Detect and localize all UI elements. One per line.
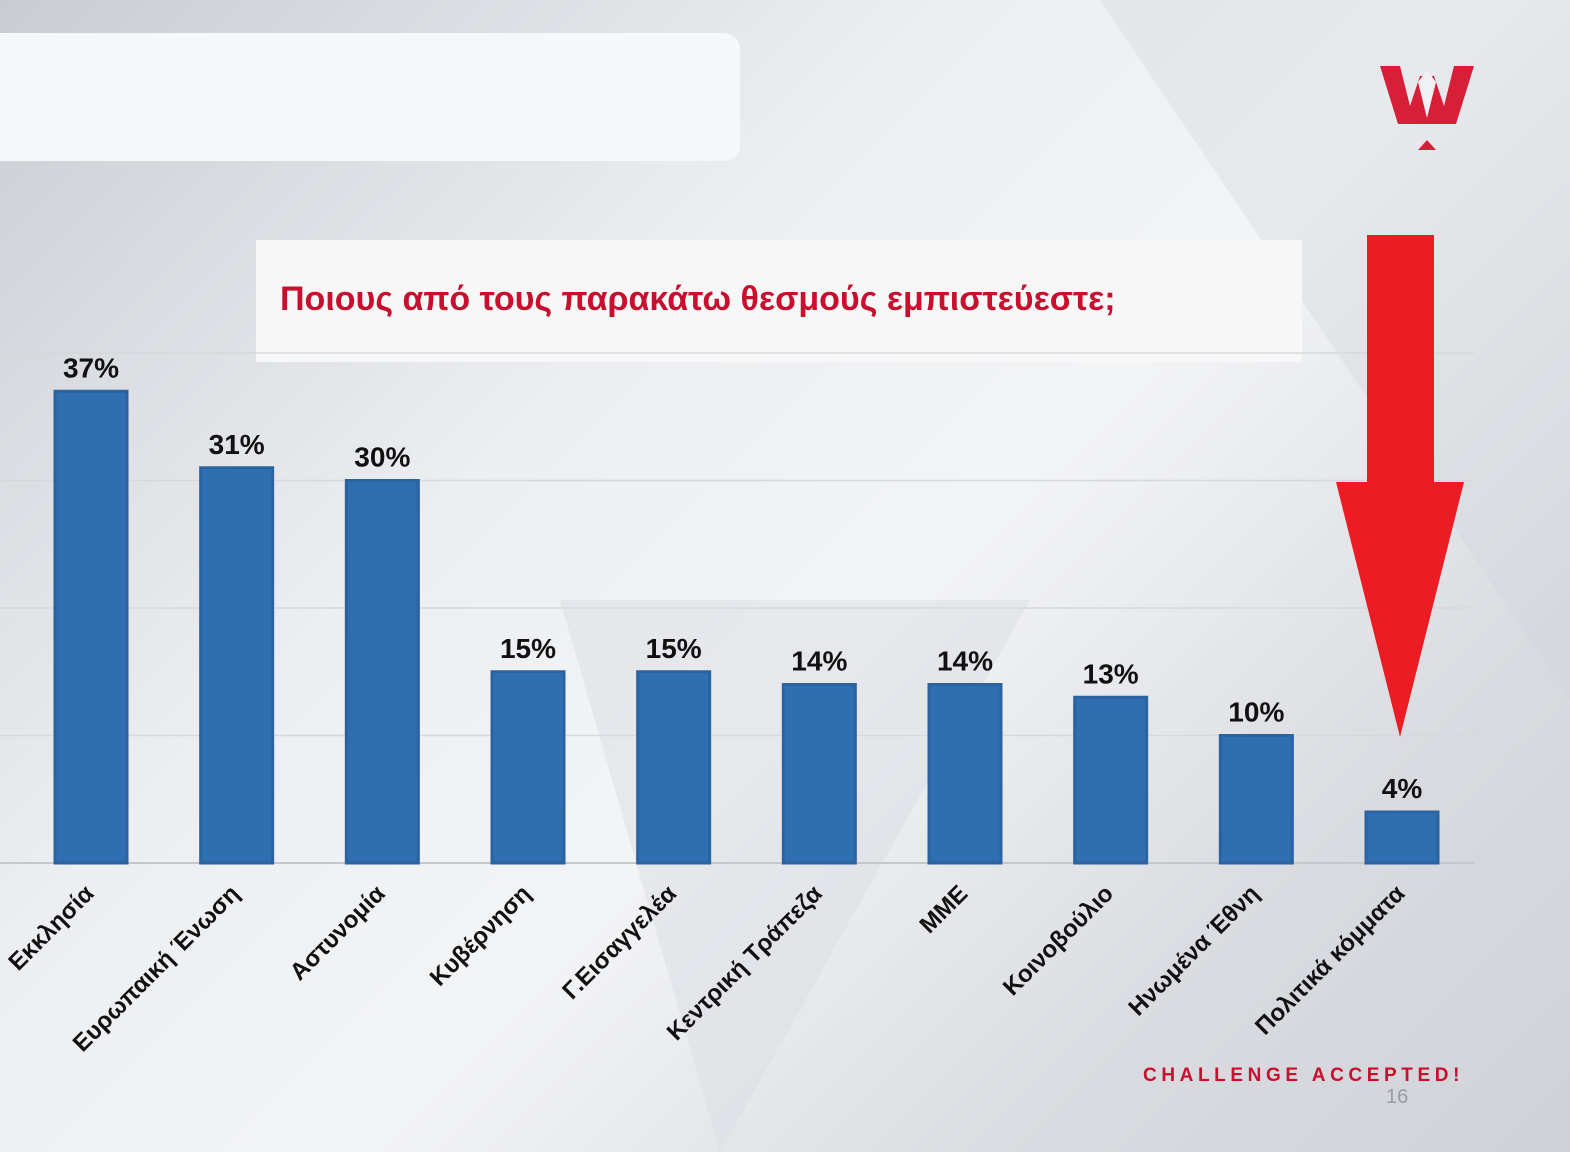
bar — [1073, 695, 1149, 865]
chart-bars — [53, 389, 1440, 865]
w-crown-logo-icon — [1380, 66, 1474, 150]
page-number: 16 — [1386, 1086, 1409, 1108]
category-label: Ευρωπαική Ένωση — [68, 880, 245, 1057]
category-label: Κοινοβούλιο — [998, 880, 1119, 1001]
chart-value-labels: 37% 31% 30% 15% 15% 14% 14% 13% 10% 4% — [63, 352, 1422, 804]
header-blank-panel — [0, 33, 740, 161]
bar — [490, 670, 566, 865]
category-label: Κυβέρνηση — [425, 880, 537, 992]
data-label: 13% — [1083, 658, 1139, 689]
bar — [927, 683, 1003, 865]
data-label: 15% — [500, 633, 556, 664]
category-label: Γ.Εισαγγελέα — [557, 880, 682, 1005]
category-label: Ηνωμένα Έθνη — [1123, 880, 1264, 1021]
bar — [1218, 734, 1294, 865]
category-label: Εκκλησία — [3, 880, 99, 976]
data-label: 37% — [63, 352, 119, 383]
bar — [636, 670, 712, 865]
question-title: Ποιους από τους παρακάτω θεσμούς εμπιστε… — [280, 280, 1116, 318]
category-label: Κεντρική Τράπεζα — [662, 880, 828, 1046]
bar — [199, 466, 275, 865]
category-label: Αστυνομία — [285, 880, 391, 986]
bar — [781, 683, 857, 865]
data-label: 15% — [646, 633, 702, 664]
bar — [344, 479, 420, 865]
brand-tagline: CHALLENGE ACCEPTED! — [1143, 1065, 1465, 1086]
data-label: 14% — [791, 646, 847, 677]
data-label: 14% — [937, 646, 993, 677]
bar — [53, 389, 129, 865]
data-label: 4% — [1382, 773, 1423, 804]
category-label: ΜΜΕ — [915, 880, 974, 939]
data-label: 10% — [1228, 697, 1284, 728]
data-label: 31% — [209, 429, 265, 460]
red-down-arrow-icon — [1336, 235, 1464, 737]
category-label: Πολιτικά κόμματα — [1250, 880, 1410, 1040]
question-panel: Ποιους από τους παρακάτω θεσμούς εμπιστε… — [256, 240, 1302, 362]
bar — [1364, 810, 1440, 865]
data-label: 30% — [354, 442, 410, 473]
